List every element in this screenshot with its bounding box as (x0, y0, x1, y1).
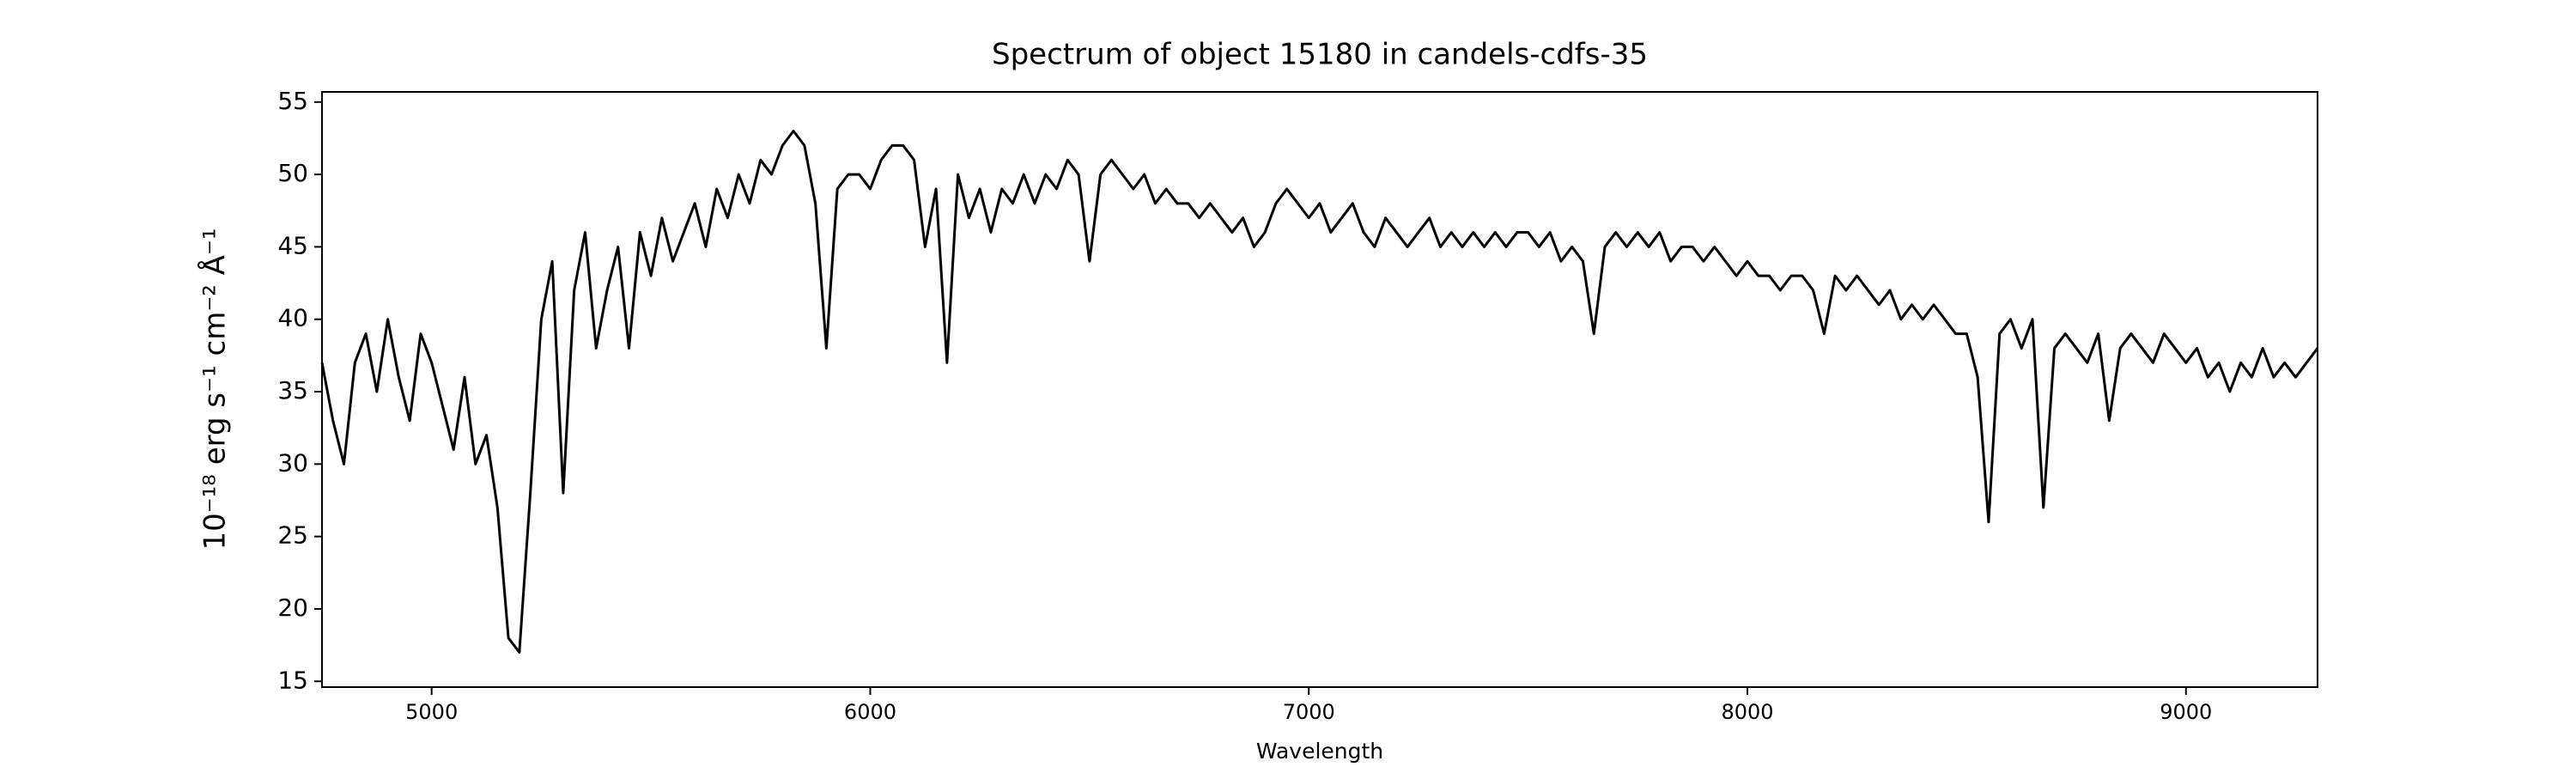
y-tick-label: 25 (277, 521, 308, 550)
x-tick-label: 5000 (405, 700, 458, 724)
y-axis-label: 10⁻¹⁸ erg s⁻¹ cm⁻² Å⁻¹ (197, 228, 233, 550)
chart-title: Spectrum of object 15180 in candels-cdfs… (992, 38, 1648, 72)
y-tick-label: 20 (277, 593, 308, 622)
y-tick-label: 35 (277, 376, 308, 405)
axes-frame (321, 91, 2318, 688)
x-tick-label: 7000 (1283, 700, 1335, 724)
y-tick-label: 30 (277, 448, 308, 477)
y-tick-label: 40 (277, 304, 308, 332)
x-axis-label: Wavelength (1256, 739, 1383, 764)
x-tick-label: 8000 (1721, 700, 1773, 724)
y-tick-label: 15 (277, 666, 308, 694)
y-tick-label: 55 (277, 87, 308, 115)
x-tick-label: 6000 (844, 700, 896, 724)
y-tick-label: 45 (277, 231, 308, 259)
y-tick-label: 50 (277, 159, 308, 187)
x-tick-label: 9000 (2160, 700, 2212, 724)
spectrum-line (320, 130, 2319, 654)
